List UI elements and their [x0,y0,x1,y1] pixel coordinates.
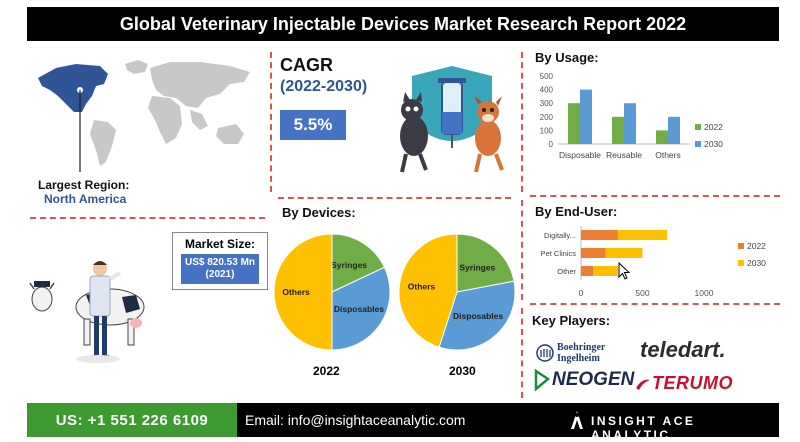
pie-slice-syringes [331,233,386,293]
footer-email[interactable]: Email: info@insightaceanalytic.com [245,412,466,428]
footer-info-bar: Email: info@insightaceanalytic.com INSIG… [237,403,779,442]
pie-slice-others [398,233,458,348]
usage-ytick-label: 200 [540,113,554,122]
divider [270,52,272,192]
usage-ytick-label: 300 [540,99,554,108]
enduser-bar-2030 [593,266,618,276]
usage-bar-2022 [568,103,580,144]
boehringer-name-line1: Boehringer [557,342,606,353]
divider [521,52,523,192]
pie-2022-year: 2022 [313,364,340,378]
pie-slice-disposables [331,266,391,351]
neogen-emblem-icon [534,369,550,391]
usage-ytick-label: 400 [540,86,554,95]
market-size-label: Market Size: [184,237,256,251]
enduser-xtick-label: 500 [635,288,649,298]
enduser-legend-label: 2030 [747,258,766,268]
report-title: Global Veterinary Injectable Devices Mar… [119,13,687,34]
usage-legend-label: 2030 [704,139,723,149]
footer-phone[interactable]: US: +1 551 226 6109 [55,411,209,429]
largest-region-value: North America [44,192,127,206]
enduser-bar-chart: Digitally... Pet Clinics Other 0 500 1000 2022… [541,226,766,298]
market-size-card: Market Size: US$ 820.53 Mn (2021) [172,232,268,290]
pie-slice-label: Syringes [459,262,495,272]
boehringer-logo: Boehringer Ingelheim [536,342,605,364]
cat-dog-syringe-illustration [400,66,504,173]
boehringer-name-line2: Ingelheim [557,353,600,364]
usage-category-label: Reusable [606,150,642,160]
usage-bar-2022 [656,130,668,144]
enduser-chart-title: By End-User: [535,204,618,219]
divider [530,195,780,197]
enduser-xtick-label: 1000 [695,288,714,298]
pie-slice-syringes [456,233,515,293]
usage-ytick-label: 500 [540,72,554,81]
pie-slice-label: Disposables [334,304,384,314]
report-title-banner: Global Veterinary Injectable Devices Mar… [27,7,779,41]
world-map-illustration [38,60,250,172]
enduser-legend-swatch [738,243,744,249]
pie-slice-label: Disposables [453,311,503,321]
divider [530,303,780,305]
mouse-cursor-icon [618,262,631,280]
cagr-value: 5.5% [280,110,346,140]
enduser-bar-2030 [605,248,643,258]
pie-slice-others [273,233,333,351]
usage-ytick-label: 0 [549,140,554,149]
pie-slice-label: Syringes [331,260,367,270]
enduser-bar-2022 [581,230,618,240]
neogen-logo: NEOGEN [534,369,634,391]
neogen-name: NEOGEN [552,369,635,390]
usage-bar-2030 [668,116,680,144]
pie-slice-label: Others [408,281,436,291]
boehringer-emblem-icon [536,344,554,362]
divider [521,308,523,398]
key-players-title: Key Players: [532,313,611,328]
usage-bar-2022 [612,116,624,144]
pie-slice-disposables [438,280,516,351]
devices-pie-2030: Syringes Disposables Others [398,233,516,351]
enduser-category-label: Pet Clinics [541,249,577,258]
largest-region-label: Largest Region: [38,178,130,192]
usage-chart-title: By Usage: [535,50,599,65]
pie-slice-label: Others [282,287,310,297]
market-size-value: US$ 820.53 Mn (2021) [181,254,259,284]
usage-ytick-label: 100 [540,126,554,135]
enduser-bar-2030 [617,230,668,240]
enduser-legend-swatch [738,260,744,266]
enduser-bar-2022 [581,248,606,258]
devices-pie-2022: Syringes Disposables Others [273,233,391,351]
terumo-swoosh-icon [636,379,650,390]
footer-brand: INSIGHT ACE ANALYTIC [591,414,696,442]
divider [278,197,511,199]
cagr-title: CAGR [280,55,333,75]
veterinarian-cow-illustration [29,261,145,363]
usage-legend-swatch [695,141,701,147]
enduser-xtick-label: 0 [579,288,584,298]
enduser-category-label: Digitally... [544,231,576,240]
divider [30,217,265,219]
usage-bar-chart: 0 100 200 300 400 500 Disposable Reusable Others… [540,72,724,160]
terumo-logo: TERUMO [636,373,733,394]
usage-category-label: Others [655,150,681,160]
usage-legend-swatch [695,124,701,130]
terumo-name: TERUMO [652,373,733,393]
insight-ace-logo-icon [571,411,583,429]
cagr-period: (2022-2030) [280,78,368,95]
devices-chart-title: By Devices: [282,205,356,220]
usage-category-label: Disposable [559,150,601,160]
divider [521,200,523,300]
enduser-legend-label: 2022 [747,241,766,251]
enduser-category-label: Other [557,267,576,276]
enduser-bar-2022 [581,266,594,276]
usage-bar-2030 [624,103,636,144]
pie-2030-year: 2030 [449,364,476,378]
teledart-logo: teledart. [640,337,726,362]
footer-phone-bar: US: +1 551 226 6109 [27,403,237,437]
usage-legend-label: 2022 [704,122,723,132]
usage-bar-2030 [580,89,592,144]
